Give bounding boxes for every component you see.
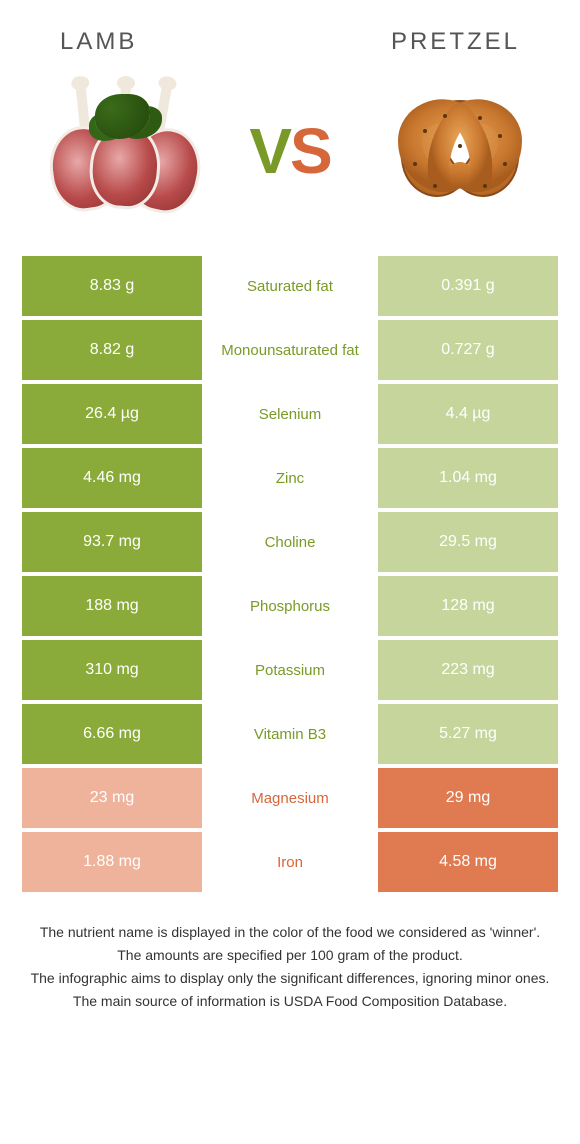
right-value: 5.27 mg [378, 704, 558, 764]
right-food-image [380, 81, 540, 221]
left-food-title: Lamb [60, 28, 137, 56]
left-value: 1.88 mg [22, 832, 202, 892]
footer-line: The infographic aims to display only the… [30, 968, 550, 989]
left-value: 6.66 mg [22, 704, 202, 764]
table-row: 23 mgMagnesium29 mg [22, 768, 558, 828]
right-food-title: Pretzel [391, 28, 520, 56]
left-value: 8.83 g [22, 256, 202, 316]
right-value: 128 mg [378, 576, 558, 636]
left-value: 188 mg [22, 576, 202, 636]
table-row: 93.7 mgCholine29.5 mg [22, 512, 558, 572]
table-row: 310 mgPotassium223 mg [22, 640, 558, 700]
table-row: 26.4 µgSelenium4.4 µg [22, 384, 558, 444]
footer-notes: The nutrient name is displayed in the co… [30, 922, 550, 1012]
nutrient-name: Phosphorus [202, 576, 378, 636]
left-food-image [40, 81, 200, 221]
footer-line: The main source of information is USDA F… [30, 991, 550, 1012]
right-value: 223 mg [378, 640, 558, 700]
nutrient-name: Magnesium [202, 768, 378, 828]
lamb-icon [40, 86, 200, 216]
left-value: 93.7 mg [22, 512, 202, 572]
table-row: 188 mgPhosphorus128 mg [22, 576, 558, 636]
header: Lamb Pretzel [0, 0, 580, 66]
right-value: 0.727 g [378, 320, 558, 380]
left-value: 26.4 µg [22, 384, 202, 444]
table-row: 8.83 gSaturated fat0.391 g [22, 256, 558, 316]
table-row: 4.46 mgZinc1.04 mg [22, 448, 558, 508]
table-row: 8.82 gMonounsaturated fat0.727 g [22, 320, 558, 380]
nutrient-name: Iron [202, 832, 378, 892]
right-value: 29 mg [378, 768, 558, 828]
right-value: 4.58 mg [378, 832, 558, 892]
left-value: 4.46 mg [22, 448, 202, 508]
right-value: 29.5 mg [378, 512, 558, 572]
nutrient-name: Selenium [202, 384, 378, 444]
right-value: 0.391 g [378, 256, 558, 316]
nutrient-name: Vitamin B3 [202, 704, 378, 764]
nutrient-name: Potassium [202, 640, 378, 700]
pretzel-icon [385, 86, 535, 216]
nutrient-name: Zinc [202, 448, 378, 508]
nutrient-name: Monounsaturated fat [202, 320, 378, 380]
nutrient-name: Choline [202, 512, 378, 572]
footer-line: The amounts are specified per 100 gram o… [30, 945, 550, 966]
table-row: 6.66 mgVitamin B35.27 mg [22, 704, 558, 764]
table-row: 1.88 mgIron4.58 mg [22, 832, 558, 892]
right-value: 4.4 µg [378, 384, 558, 444]
hero-row: VS [0, 66, 580, 246]
vs-label: VS [249, 114, 330, 188]
comparison-table: 8.83 gSaturated fat0.391 g8.82 gMonounsa… [22, 256, 558, 892]
left-value: 8.82 g [22, 320, 202, 380]
footer-line: The nutrient name is displayed in the co… [30, 922, 550, 943]
nutrient-name: Saturated fat [202, 256, 378, 316]
left-value: 310 mg [22, 640, 202, 700]
right-value: 1.04 mg [378, 448, 558, 508]
left-value: 23 mg [22, 768, 202, 828]
